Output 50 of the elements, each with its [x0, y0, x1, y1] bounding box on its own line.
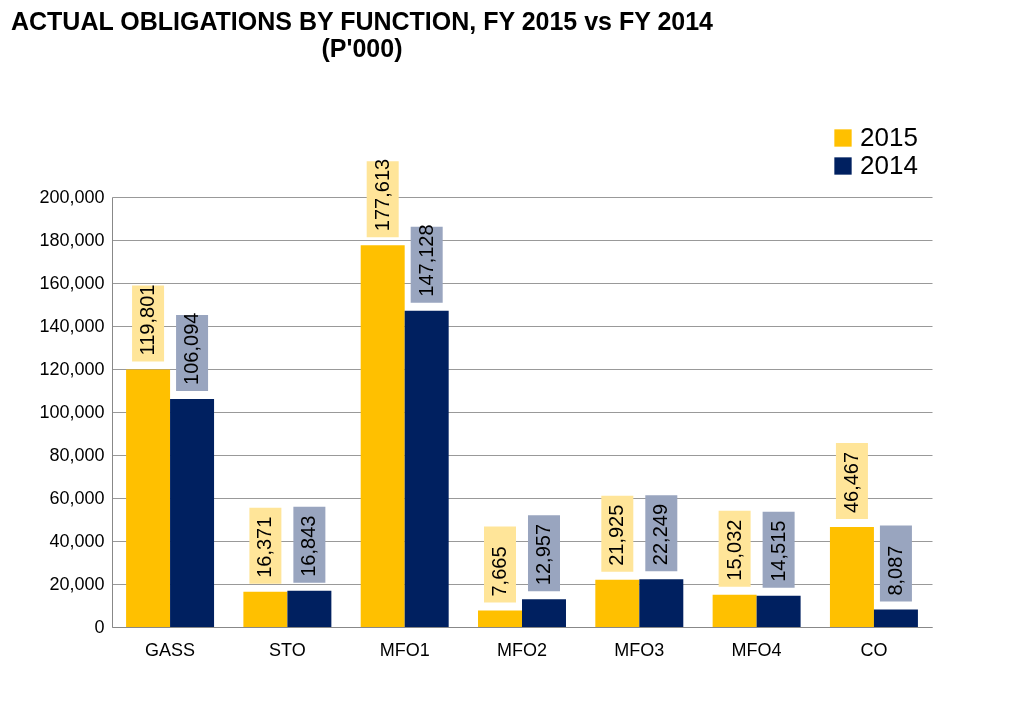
bar [243, 591, 288, 627]
legend-label: 2014 [860, 150, 918, 180]
legend-label: 2015 [860, 122, 918, 152]
bar [712, 594, 757, 627]
bar [287, 590, 332, 627]
bar [360, 245, 405, 627]
bar [639, 579, 684, 627]
y-tick-label: 200,000 [39, 186, 105, 207]
bar [829, 527, 874, 627]
chart-title: ACTUAL OBLIGATIONS BY FUNCTION, FY 2015 vs FY 2014 [10, 7, 714, 35]
bar [595, 579, 640, 627]
y-tick-label: 40,000 [49, 530, 105, 551]
x-tick-label: GASS [145, 639, 196, 660]
bar [478, 610, 522, 627]
chart-subtitle: (P'000) [321, 34, 403, 62]
x-tick-label: STO [269, 639, 306, 660]
y-tick-label: 60,000 [49, 487, 105, 508]
data-label: 14,515 [766, 520, 789, 582]
y-tick-label: 160,000 [39, 272, 105, 293]
data-label: 16,371 [253, 516, 276, 578]
x-tick-label: MFO3 [614, 639, 665, 660]
bar [170, 398, 215, 627]
x-tick-label: MFO4 [731, 639, 782, 660]
y-tick-label: 20,000 [49, 573, 105, 594]
data-label: 12,957 [532, 523, 554, 586]
y-tick-label: 140,000 [39, 315, 105, 336]
data-label: 106,094 [180, 312, 203, 385]
bar [126, 369, 171, 627]
data-label: 16,843 [297, 515, 320, 577]
data-label: 46,467 [839, 451, 862, 514]
data-label: 7,665 [488, 546, 510, 597]
y-tick-label: 180,000 [39, 229, 105, 250]
bar [756, 595, 801, 627]
bar [873, 609, 918, 627]
bar [522, 599, 566, 627]
x-tick-label: MFO2 [496, 639, 548, 660]
data-label: 177,613 [370, 158, 393, 232]
data-label: 147,128 [414, 224, 437, 297]
data-label: 21,925 [605, 504, 628, 566]
data-label: 22,249 [649, 503, 672, 566]
y-tick-label: 100,000 [39, 401, 105, 422]
x-tick-label: CO [860, 639, 888, 660]
y-tick-label: 0 [94, 616, 105, 637]
data-label: 119,801 [136, 284, 159, 356]
data-label: 8,087 [883, 545, 906, 596]
bar [404, 310, 449, 627]
x-tick-label: MFO1 [379, 639, 430, 660]
y-tick-label: 120,000 [39, 358, 105, 379]
y-tick-label: 80,000 [49, 444, 105, 465]
data-label: 15,032 [722, 519, 745, 581]
